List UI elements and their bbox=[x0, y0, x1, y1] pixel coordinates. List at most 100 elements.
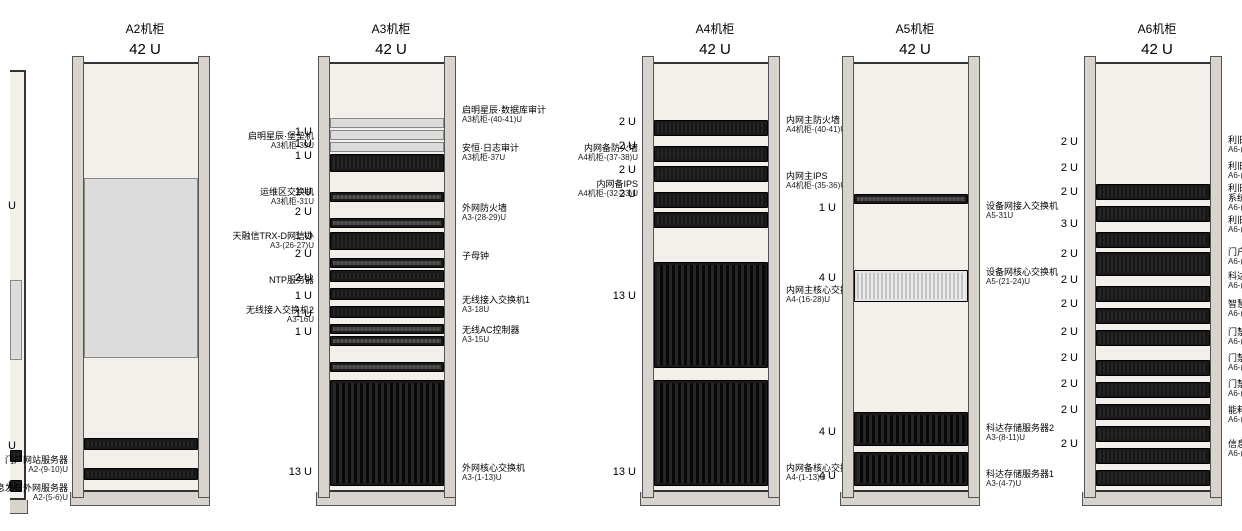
rack-body bbox=[80, 62, 202, 492]
u-size-marker: 2 U bbox=[608, 140, 636, 152]
rack-body bbox=[850, 62, 972, 492]
rack-device bbox=[1096, 184, 1210, 200]
rack-device bbox=[854, 194, 968, 204]
u-size-marker: 1 U bbox=[284, 138, 312, 150]
rack-device bbox=[654, 166, 768, 182]
rack-device bbox=[330, 154, 444, 172]
device-label: 无线接入交换机1A3-18U bbox=[462, 296, 572, 315]
device-label: 利旧·浪潮服务器6号 (庭审系统)A6-(33-34)U bbox=[1228, 184, 1242, 213]
rack-device bbox=[330, 118, 444, 128]
rack-a5: A5机柜 42 U bbox=[850, 20, 980, 506]
u-size-marker: 1 U bbox=[284, 290, 312, 302]
device-label: 门禁应用服务器A6-(13-14)U bbox=[1228, 354, 1242, 373]
device-label: 利旧·科达服务器31号A6-(29-31)U bbox=[1228, 216, 1242, 235]
device-label: 外网防火墙A3-(28-29)U bbox=[462, 204, 572, 223]
u-size-marker: 2 U bbox=[608, 164, 636, 176]
rack-device bbox=[1096, 232, 1210, 248]
rack-height: 42 U bbox=[650, 41, 780, 58]
rack-device bbox=[654, 262, 768, 368]
u-size-marker: U bbox=[8, 440, 16, 452]
u-size-marker: 13 U bbox=[608, 466, 636, 478]
u-size-marker: 1 U bbox=[284, 326, 312, 338]
rack-device bbox=[330, 336, 444, 346]
rack-device bbox=[1096, 360, 1210, 376]
device-label-name: 子母钟 bbox=[462, 252, 572, 262]
device-label: 信息发布服务器A6-(3-4)U bbox=[1228, 440, 1242, 459]
device-label: 门户网站服务器A6-(26-27)U bbox=[1228, 248, 1242, 267]
device-label-pos: A4机柜-(37-38)U bbox=[528, 154, 638, 163]
device-label-pos: A6-(35-36)U bbox=[1228, 172, 1242, 181]
device-label-pos: A3-(8-11)U bbox=[986, 434, 1096, 443]
rack-title: A2机柜 bbox=[80, 20, 210, 37]
rack-device bbox=[84, 438, 198, 450]
rack-a4: A4机柜42 U bbox=[650, 20, 780, 506]
u-size-marker: 2 U bbox=[1050, 186, 1078, 198]
rack-device bbox=[1096, 404, 1210, 420]
device-label: 启明星辰·数据库审计A3机柜-(40-41)U bbox=[462, 106, 572, 125]
u-size-marker: 1 U bbox=[284, 308, 312, 320]
device-label-pos: A3-18U bbox=[462, 306, 572, 315]
u-size-marker: 4 U bbox=[808, 426, 836, 438]
rack-device bbox=[330, 362, 444, 372]
rack-title: A6机柜 bbox=[1092, 20, 1222, 37]
u-size-marker: 4 U bbox=[808, 272, 836, 284]
u-size-marker: 2 U bbox=[1050, 404, 1078, 416]
rack-a3: A3机柜42 U bbox=[326, 20, 456, 506]
u-size-marker: 13 U bbox=[284, 466, 312, 478]
rack-device bbox=[330, 130, 444, 140]
rack-device bbox=[330, 142, 444, 152]
device-label: 科达庭审系统服务 器A6-(23-24)U bbox=[1228, 272, 1242, 291]
device-label: 门禁外网服务器A6-(10-11)U bbox=[1228, 380, 1242, 399]
device-label: 设备网核心交换机A5-(21-24)U bbox=[986, 268, 1096, 287]
u-size-marker: 13 U bbox=[608, 290, 636, 302]
rack-device bbox=[330, 324, 444, 334]
device-label-pos: A6-(26-27)U bbox=[1228, 258, 1242, 267]
device-label: 外网核心交换机A3-(1-13)U bbox=[462, 464, 572, 483]
u-size-marker: 2 U bbox=[1050, 274, 1078, 286]
device-label: 设备网接入交换机A5-31U bbox=[986, 202, 1096, 221]
rack-device bbox=[854, 452, 968, 486]
device-label-pos: A3-15U bbox=[462, 336, 572, 345]
rack-device bbox=[1096, 308, 1210, 324]
rack-title: A5机柜 bbox=[850, 20, 980, 37]
device-label: 利旧·科达存储2A6-(38-39)U bbox=[1228, 136, 1242, 155]
u-size-marker: 2 U bbox=[1050, 438, 1078, 450]
rack-device bbox=[654, 192, 768, 208]
rack-device bbox=[854, 412, 968, 446]
device-label-pos: A6-(7-8)U bbox=[1228, 416, 1242, 425]
device-label: 科达存储服务器1A3-(4-7)U bbox=[986, 470, 1096, 489]
u-size-marker: 2 U bbox=[1050, 298, 1078, 310]
rack-device bbox=[84, 468, 198, 480]
rack-device bbox=[330, 218, 444, 228]
rack-foot bbox=[316, 492, 456, 506]
device-label-pos: A6-(29-31)U bbox=[1228, 226, 1242, 235]
rack-height: 42 U bbox=[850, 41, 980, 58]
u-size-marker: 4 U bbox=[808, 470, 836, 482]
device-label: 子母钟 bbox=[462, 252, 572, 262]
u-size-marker: 2 U bbox=[1050, 248, 1078, 260]
u-size-marker: 2 U bbox=[1050, 378, 1078, 390]
rack-device bbox=[654, 146, 768, 162]
rack-device bbox=[330, 232, 444, 250]
device-label-pos: A3机柜-(40-41)U bbox=[462, 116, 572, 125]
rack-a6: A6机柜42 U bbox=[1092, 20, 1222, 506]
rack-device bbox=[1096, 382, 1210, 398]
rack-title: A3机柜 bbox=[326, 20, 456, 37]
rack-device bbox=[654, 120, 768, 136]
device-label-pos: A6-(10-11)U bbox=[1228, 390, 1242, 399]
u-size-marker: 1 U bbox=[284, 150, 312, 162]
rack-device bbox=[330, 380, 444, 486]
rack-device bbox=[1096, 206, 1210, 222]
device-label-pos: A5-(21-24)U bbox=[986, 278, 1096, 287]
device-label-pos: A6-(23-24)U bbox=[1228, 282, 1242, 291]
rack-device bbox=[1096, 286, 1210, 302]
device-label: 门户网站服务器A2-(9-10)U bbox=[0, 456, 68, 475]
rack-device bbox=[330, 270, 444, 282]
device-label-pos: A5-31U bbox=[986, 212, 1096, 221]
device-label-pos: A2-(5-6)U bbox=[0, 494, 68, 503]
rack-device bbox=[1096, 330, 1210, 346]
rack-foot bbox=[70, 492, 210, 506]
device-label: 科达存储服务器2A3-(8-11)U bbox=[986, 424, 1096, 443]
rack-device bbox=[1096, 470, 1210, 486]
device-label-pos: A2-(9-10)U bbox=[0, 466, 68, 475]
